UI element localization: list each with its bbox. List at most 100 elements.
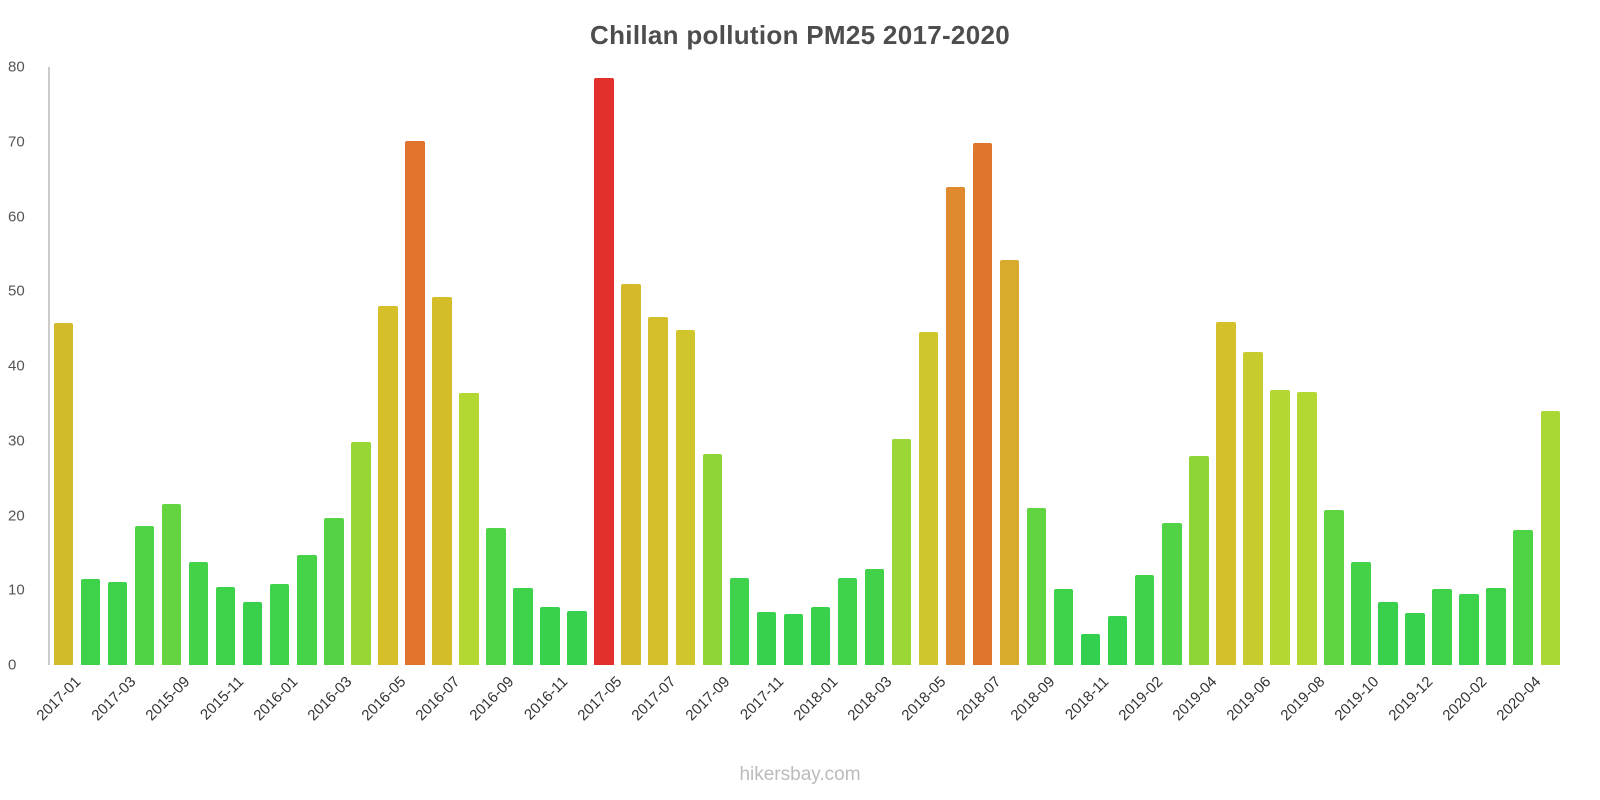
bar [864,568,885,665]
x-tick-label: 2018-09 [1006,673,1058,725]
bar [972,143,993,665]
chart-title: Chillan pollution PM25 2017-2020 [590,20,1010,50]
y-tick-label: 0 [8,656,17,674]
bar [999,259,1020,665]
bar [945,187,966,665]
bar [486,527,506,665]
bar-slot [185,67,212,665]
bar-slot: 2018-11 [1062,67,1112,723]
bar-slot: 2019-04 [1169,67,1220,724]
bar-slot: 2015-09 [142,67,193,724]
bar [215,586,236,665]
bar-slot: 2017-01 [34,67,85,724]
bar-slot: 2018-05 [899,67,950,724]
x-tick-label: 2019-12 [1385,673,1437,725]
bar [107,582,128,665]
bar-slot: 2017-05 [574,67,625,724]
x-tick-label: 2017-07 [628,673,680,725]
x-tick-label: 2018-11 [1061,673,1113,724]
y-tick-label: 70 [8,133,25,151]
bar [378,305,398,665]
bar [1026,508,1047,665]
x-tick-label: 2018-03 [844,673,896,725]
x-tick-label: 2017-03 [87,673,139,725]
bar [783,614,804,665]
bar-slot [1104,67,1131,665]
bar-slot: 2016-11 [521,67,571,723]
x-tick-label: 2016-01 [250,673,302,725]
bar-slot [618,67,645,665]
bar-slot: 2019-02 [1115,67,1166,724]
bar-slot [672,67,699,665]
bar [324,517,344,665]
x-tick-label: 2019-06 [1223,673,1275,725]
bar-slot [77,67,104,665]
bar [702,453,722,665]
y-tick-label: 60 [8,208,25,225]
x-tick-label: 2016-07 [412,673,464,725]
bar [1513,530,1533,665]
bar-slot [942,67,969,665]
bar [675,330,695,665]
bar-slot: 2017-07 [629,67,680,724]
bar-slot [1266,67,1293,665]
bar [459,392,479,665]
bar [1216,321,1236,665]
y-tick-label: 80 [8,58,25,76]
bar-slot: 2020-04 [1494,67,1545,724]
x-tick-label: 2019-10 [1331,673,1383,725]
bar [729,577,750,665]
bar [1053,588,1074,665]
bar-slot [1429,67,1456,665]
bar [648,317,668,665]
bar-slot: 2017-11 [737,67,788,723]
x-tick-label: 2017-09 [682,673,734,725]
bar-slot: 2019-08 [1277,67,1328,724]
x-tick-label: 2016-05 [358,673,410,725]
x-tick-label: 2016-11 [521,673,572,724]
x-tick-label: 2017-11 [737,673,788,724]
bar-slot: 2017-03 [88,67,139,724]
bar [1540,410,1560,665]
x-tick-label: 2015-09 [141,673,193,725]
bar-slot [1158,67,1185,665]
bar [837,577,858,665]
bar-slot: 2016-03 [304,67,355,724]
bar-slot [1537,67,1564,665]
bar [134,526,155,665]
bar [1080,633,1101,665]
bar-slot: 2018-09 [1007,67,1058,724]
bar [1135,574,1155,665]
x-tick-label: 2017-05 [574,673,626,725]
x-tick-label: 2015-11 [196,673,248,724]
y-tick-label: 10 [8,581,25,599]
bar [188,561,209,665]
bar-slot: 2020-02 [1439,67,1490,724]
x-tick-label: 2018-07 [952,673,1004,725]
bar [1405,612,1425,665]
bar [918,332,939,665]
bar-slot [455,67,482,665]
bar-slot: 2019-12 [1385,67,1436,724]
bar [432,297,452,665]
x-tick-label: 2018-05 [898,673,950,725]
bar [1270,389,1290,665]
bar [80,579,101,665]
bar-slot [1483,67,1510,665]
bar [243,602,263,665]
bar [161,503,182,665]
bar-slot [510,67,537,665]
bar-slot [780,67,807,665]
bar-slot [1320,67,1347,665]
bar [594,77,614,665]
bar [540,606,560,665]
bar [1324,510,1344,665]
bar [891,439,912,665]
bar-slot: 2018-01 [791,67,842,724]
x-tick-label: 2020-02 [1439,673,1491,725]
bar-slot: 2018-03 [845,67,896,724]
bar-slot: 2017-09 [683,67,734,724]
bar-slot [564,67,591,665]
y-tick-label: 40 [8,357,25,375]
